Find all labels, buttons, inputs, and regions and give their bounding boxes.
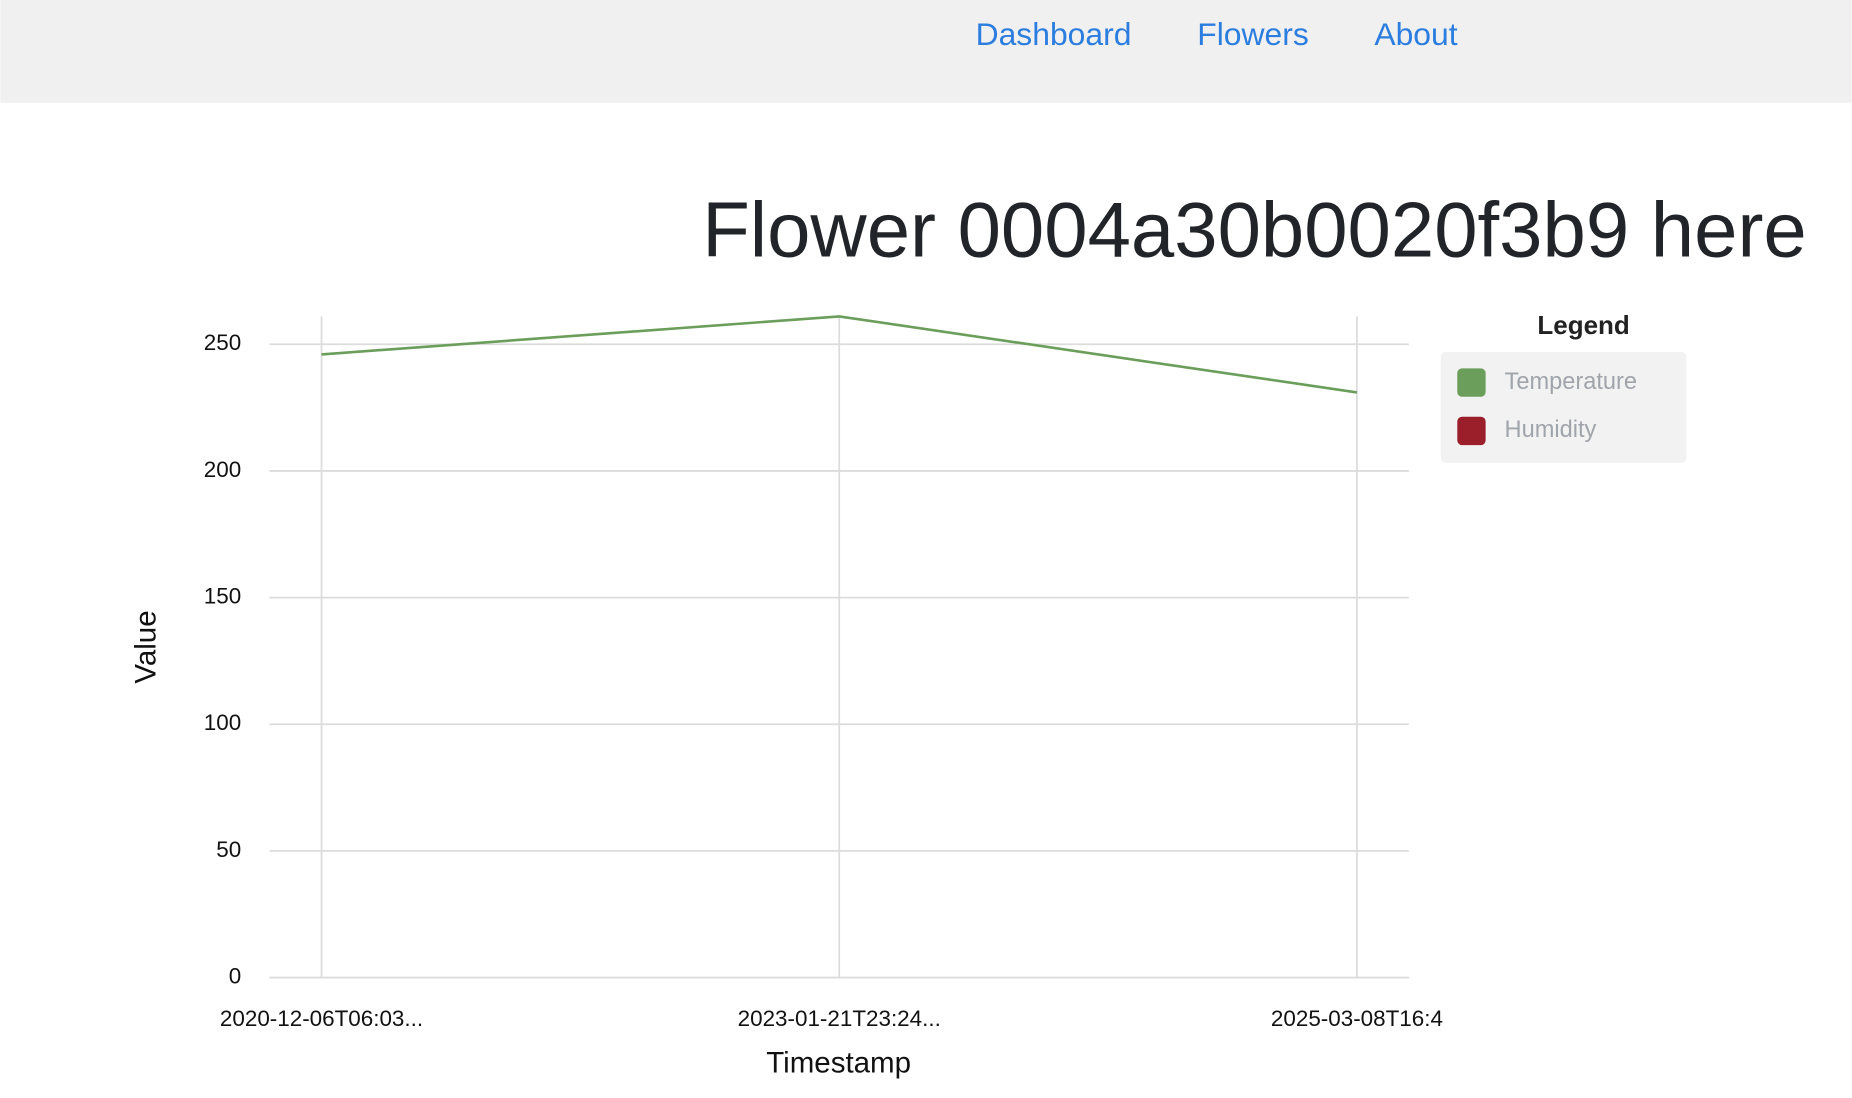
x-tick-label: 2025-03-08T16:4 bbox=[1271, 1006, 1443, 1031]
nav-link[interactable]: About bbox=[1374, 16, 1457, 52]
nav-link[interactable]: Dashboard bbox=[976, 16, 1132, 52]
y-tick-label: 150 bbox=[204, 584, 241, 609]
legend-title: Legend bbox=[1537, 310, 1629, 340]
data-line bbox=[321, 315, 1358, 394]
y-tick-label: 200 bbox=[204, 457, 241, 482]
legend-label: Temperature bbox=[1505, 369, 1638, 395]
legend-swatch bbox=[1457, 368, 1486, 397]
x-tick-label: 2023-01-21T23:24... bbox=[738, 1006, 941, 1031]
y-tick-label: 250 bbox=[204, 330, 241, 355]
nav-link[interactable]: Flowers bbox=[1197, 16, 1309, 52]
y-tick-label: 0 bbox=[229, 963, 241, 988]
legend-box bbox=[1440, 351, 1687, 463]
x-axis-label: Timestamp bbox=[766, 1047, 911, 1080]
y-tick-label: 100 bbox=[204, 710, 241, 735]
legend-swatch bbox=[1457, 416, 1486, 446]
navbar bbox=[0, 0, 1852, 103]
legend-label: Humidity bbox=[1505, 417, 1597, 443]
y-axis-label: Value bbox=[130, 610, 163, 683]
y-tick-label: 50 bbox=[216, 837, 241, 862]
page-heading: Flower 0004a30b0020f3b9 here bbox=[702, 186, 1807, 274]
x-tick-label: 2020-12-06T06:03... bbox=[220, 1006, 423, 1031]
